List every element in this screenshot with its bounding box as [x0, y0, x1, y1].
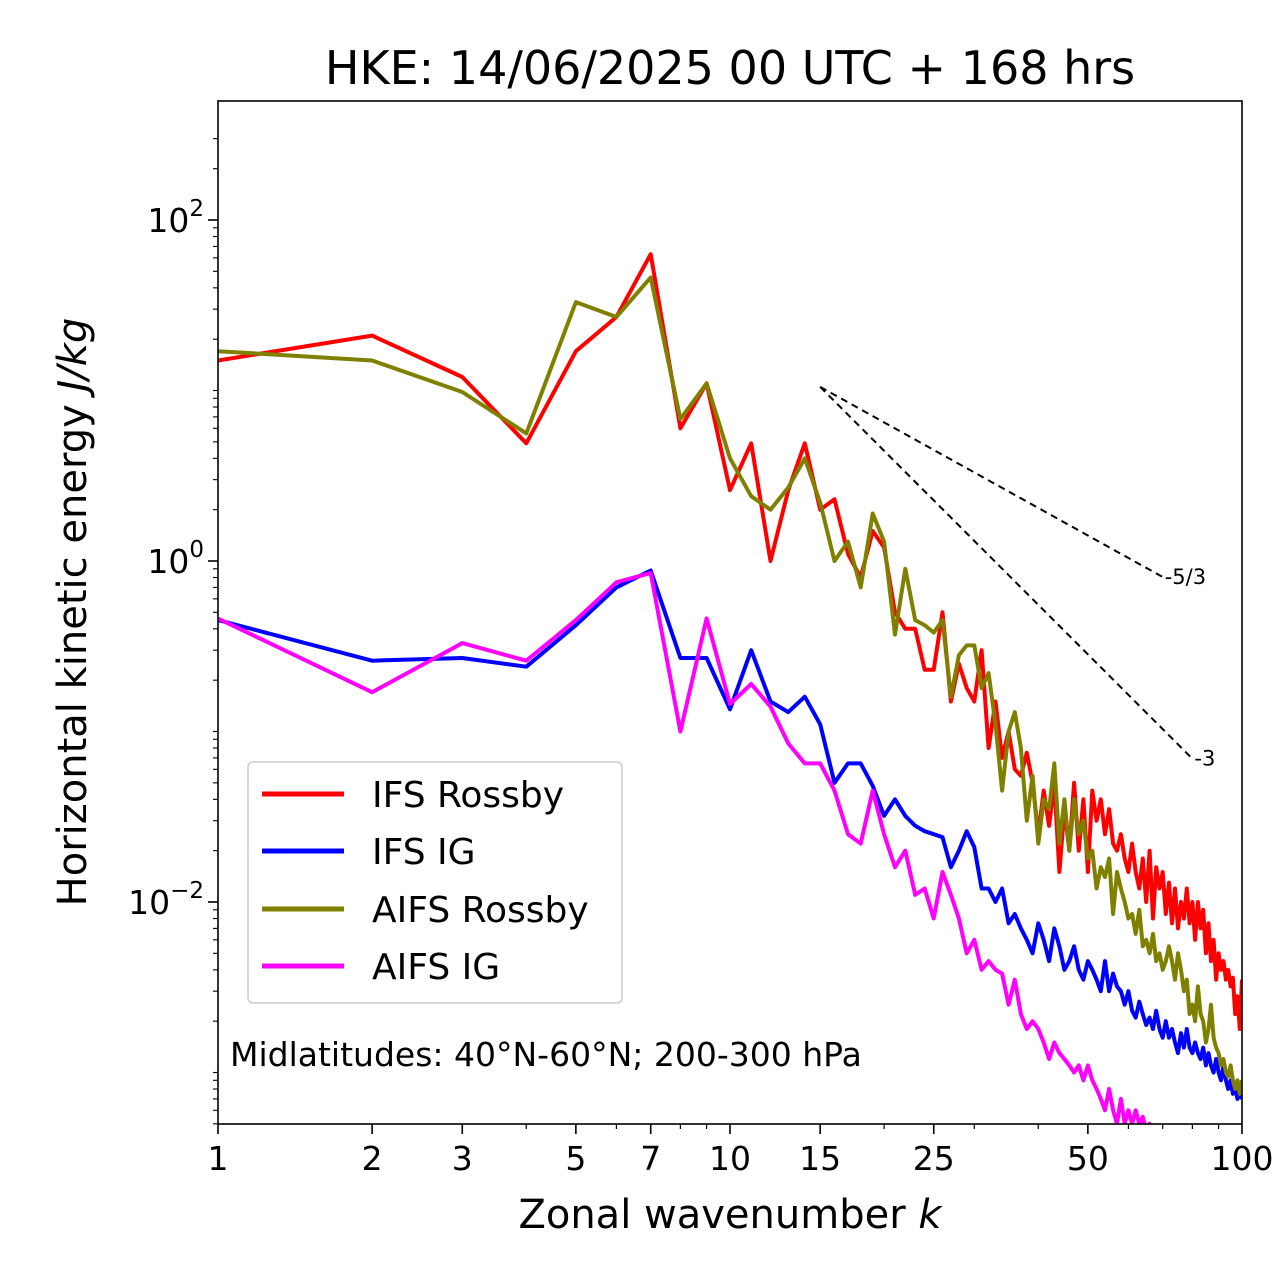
x-tick-label: 5: [565, 1139, 586, 1178]
chart-title: HKE: 14/06/2025 00 UTC + 168 hrs: [325, 41, 1135, 95]
y-tick-label: 102: [147, 196, 204, 240]
y-axis-ticks: 102 100 10−2: [128, 138, 218, 1125]
series-line-ifs-ig: [218, 568, 1242, 1101]
region-annotation: Midlatitudes: 40°N-60°N; 200-300 hPa: [230, 1035, 862, 1074]
y-tick-label: 100: [147, 537, 204, 581]
x-tick-label: 1: [208, 1139, 229, 1178]
x-tick-label: 10: [709, 1139, 751, 1178]
x-tick-label: 50: [1067, 1139, 1109, 1178]
legend-label-ifs-ig: IFS IG: [372, 832, 476, 873]
x-tick-label: 15: [799, 1139, 841, 1178]
x-tick-label: 2: [362, 1139, 383, 1178]
x-axis-label-text: Zonal wavenumber: [518, 1192, 906, 1238]
reference-line-label-0: -5/3: [1165, 565, 1206, 589]
x-axis-variable: k: [918, 1192, 943, 1238]
legend-label-aifs-ig: AIFS IG: [372, 947, 500, 988]
x-axis-ticks: 1 2 3 5 7 10 15 25 50 100: [208, 1124, 1274, 1178]
series-layer: [218, 252, 1242, 1124]
reference-line-1: [819, 386, 1194, 760]
y-axis-label: Horizontal kinetic energy J/kg: [50, 318, 96, 907]
reference-line-label-1: -3: [1194, 747, 1215, 771]
y-tick-label: 10−2: [128, 878, 204, 922]
x-tick-label: 25: [913, 1139, 955, 1178]
x-axis-label: Zonal wavenumber k: [518, 1192, 943, 1238]
x-tick-label: 3: [452, 1139, 473, 1178]
reference-lines: -5/3 -3: [819, 386, 1215, 771]
legend: IFS Rossby IFS IG AIFS Rossby AIFS IG: [247, 761, 623, 1004]
legend-label-ifs-rossby: IFS Rossby: [372, 775, 564, 816]
legend-label-aifs-rossby: AIFS Rossby: [372, 890, 589, 931]
series-line-aifs-ig: [218, 571, 1152, 1124]
y-axis-label-text: Horizontal kinetic energy: [50, 404, 96, 906]
reference-line-0: [819, 386, 1164, 578]
y-axis-unit: J/kg: [50, 318, 96, 399]
x-tick-label: 100: [1211, 1139, 1274, 1178]
series-line-aifs-rossby: [218, 275, 1242, 1096]
legend-box: [247, 761, 623, 1004]
x-tick-label: 7: [640, 1139, 661, 1178]
